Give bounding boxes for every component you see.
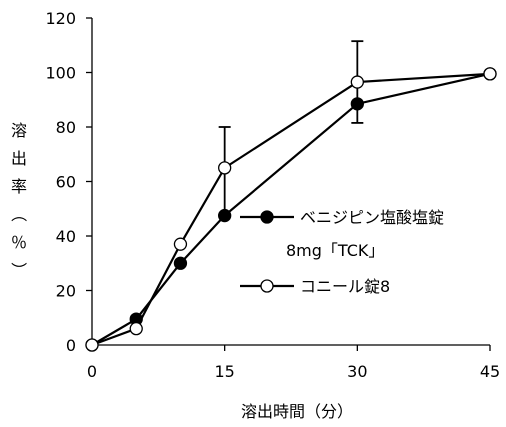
y-tick-label: 0 [66,336,76,355]
axes [86,17,491,351]
y-axis-title-char: ％ [11,233,27,252]
y-axis-title-char: 溶 [11,121,27,140]
y-tick-label: 60 [56,173,76,192]
x-tick-label: 30 [347,362,367,381]
axis-labels: 0 20 40 60 80 100 120 0 15 30 45 溶出時間（分） 溶出率 （ ％ ） [9,9,500,421]
x-axis-title: 溶出時間（分） [241,402,353,421]
y-axis-title-char: （ [9,206,28,222]
y-tick-label: 100 [45,64,76,83]
y-tick-label: 40 [56,227,76,246]
legend: ベニジピン塩酸塩錠 8mg「TCK」コニール錠8 [240,208,444,296]
series-line-2 [91,72,491,347]
x-tick-label: 15 [214,362,234,381]
legend-label-1: ベニジピン塩酸塩錠 [300,208,444,227]
legend-marker-1 [260,210,274,224]
series-1-point [350,97,364,111]
series-lines [91,72,491,347]
x-tick-label: 45 [480,362,500,381]
legend-label-1: 8mg「TCK」 [286,241,384,260]
series-2-point [85,338,99,352]
series-2-point [129,321,143,336]
series-2-point [483,67,497,81]
legend-label-2: コニール錠8 [300,277,390,296]
series-2-point [350,75,364,89]
x-tick-label: 0 [87,362,97,381]
series-2-point [218,161,232,175]
series-markers [85,67,497,352]
series-1-point [218,208,232,223]
y-axis-title-char: 率 [11,177,27,196]
series-2-point [173,237,188,251]
legend-marker-2 [260,279,274,293]
series-1-point [173,256,188,270]
y-tick-label: 20 [56,282,76,301]
y-tick-label: 80 [56,118,76,137]
y-axis-title-char: ） [9,262,28,278]
y-tick-label: 120 [45,9,76,28]
y-axis-title-char: 出 [11,149,27,168]
series-line-1 [91,72,491,346]
error-bars [218,40,364,218]
